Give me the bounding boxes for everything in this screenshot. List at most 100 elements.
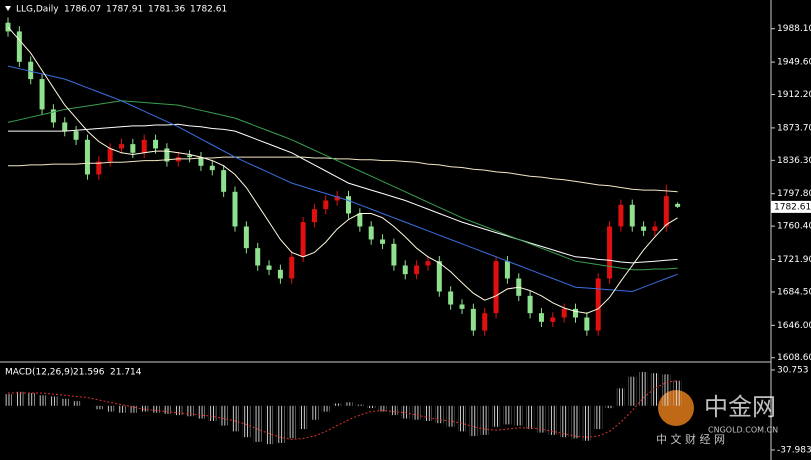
macd-bar <box>128 405 137 413</box>
macd-bar <box>49 396 58 406</box>
macd-bar <box>4 394 12 406</box>
candle-body <box>652 226 658 231</box>
candle-body <box>391 243 397 266</box>
macd-bar <box>355 404 364 406</box>
y-tick-label: 1646.00 <box>777 321 811 331</box>
candle-body <box>448 291 454 305</box>
candle-body <box>550 317 556 322</box>
signal-value: 21.714 <box>110 368 142 378</box>
macd-bar <box>310 405 319 420</box>
macd-bar <box>276 405 285 444</box>
macd-bar <box>616 388 625 406</box>
header-high: 1787.91 <box>106 5 143 15</box>
candle-body <box>346 196 351 214</box>
macd-bar <box>514 405 523 426</box>
y-tick-label: 1912.20 <box>777 90 811 100</box>
candle-body <box>538 313 544 322</box>
candle-body <box>675 203 681 207</box>
candle-body <box>107 148 113 162</box>
macd-bar <box>185 405 194 417</box>
macd-bar <box>605 405 614 409</box>
header-open: 1786.07 <box>64 5 101 15</box>
candle-body <box>561 308 567 318</box>
candle-body <box>493 261 499 314</box>
macd-bar <box>106 405 115 412</box>
candle-body <box>232 191 238 227</box>
candle-body <box>323 200 329 210</box>
last-price-box <box>771 200 811 213</box>
candle-body <box>368 226 374 240</box>
macd-bar <box>526 405 535 430</box>
indicator-line <box>8 156 678 193</box>
candle-body <box>164 148 170 162</box>
candle-body <box>209 165 215 171</box>
macd-bar <box>673 380 682 406</box>
macd-bar <box>344 402 353 406</box>
last-price-label: 1782.61 <box>774 202 811 212</box>
macd-bar <box>151 405 160 413</box>
candle-body <box>198 157 204 166</box>
indicator-line <box>8 380 678 441</box>
candle-body <box>153 139 159 149</box>
macd-bar <box>321 405 330 412</box>
y-tick-label: 1760.40 <box>777 222 811 232</box>
watermark: 中金网 CNGOLD.COM.CN 中 文 财 经 网 <box>656 390 778 446</box>
candle-body <box>266 265 272 270</box>
macd-bar <box>401 405 410 419</box>
logo-tag: 中 文 财 经 网 <box>656 432 725 446</box>
candle-body <box>470 308 476 331</box>
macd-title: MACD(12,26,9) <box>5 368 73 378</box>
y-tick-label: 1988.10 <box>777 24 811 34</box>
macd-bar <box>662 374 671 406</box>
macd-value: 21.596 <box>73 368 105 378</box>
macd-bar <box>412 405 421 420</box>
candle-body <box>402 265 408 275</box>
macd-bar <box>196 405 205 419</box>
y-tick-label: 1836.30 <box>777 156 811 166</box>
macd-bar <box>60 398 69 406</box>
macd-bar <box>446 405 455 427</box>
candle-body <box>573 308 578 318</box>
header-close: 1782.61 <box>190 5 227 15</box>
macd-bar <box>117 405 126 413</box>
candle-body <box>584 317 590 331</box>
candle-body <box>73 131 79 140</box>
macd-bar <box>628 376 637 406</box>
candle-body <box>255 248 261 266</box>
candle-body <box>84 139 90 175</box>
candle-body <box>595 278 601 331</box>
header-low: 1781.36 <box>148 5 185 15</box>
candle-body <box>414 265 420 275</box>
chart-title: LLG,Daily <box>16 5 59 15</box>
menu-arrow <box>5 6 11 11</box>
macd-bar <box>299 405 308 430</box>
indicator-line <box>7 26 678 314</box>
macd-bar <box>242 405 251 438</box>
candle-body <box>62 122 68 132</box>
macd-bar <box>492 405 501 427</box>
candle-body <box>39 79 45 110</box>
y-tick-label: 1797.80 <box>777 189 811 199</box>
candle-body <box>436 261 442 292</box>
candle-body <box>141 139 147 153</box>
macd-bar <box>231 405 239 432</box>
candle-body <box>527 295 533 314</box>
macd-bar <box>72 401 81 406</box>
candle-body <box>425 261 431 266</box>
candle-body <box>482 313 488 331</box>
candle-body <box>16 31 22 62</box>
candle-body <box>119 144 124 149</box>
candle-body <box>28 61 34 80</box>
macd-bar <box>582 405 591 441</box>
candle-body <box>618 204 624 227</box>
candle-body <box>289 256 295 279</box>
candle-body <box>641 226 647 231</box>
y-tick-label: 1873.70 <box>777 123 811 133</box>
candle-body <box>277 269 283 279</box>
y-tick-label: 1721.90 <box>777 255 811 265</box>
macd-bar <box>650 373 659 406</box>
y-tick-label: -37.983 <box>777 446 811 456</box>
logo-text: 中金网 <box>704 393 776 421</box>
y-tick-label: 30.753 <box>777 366 809 376</box>
